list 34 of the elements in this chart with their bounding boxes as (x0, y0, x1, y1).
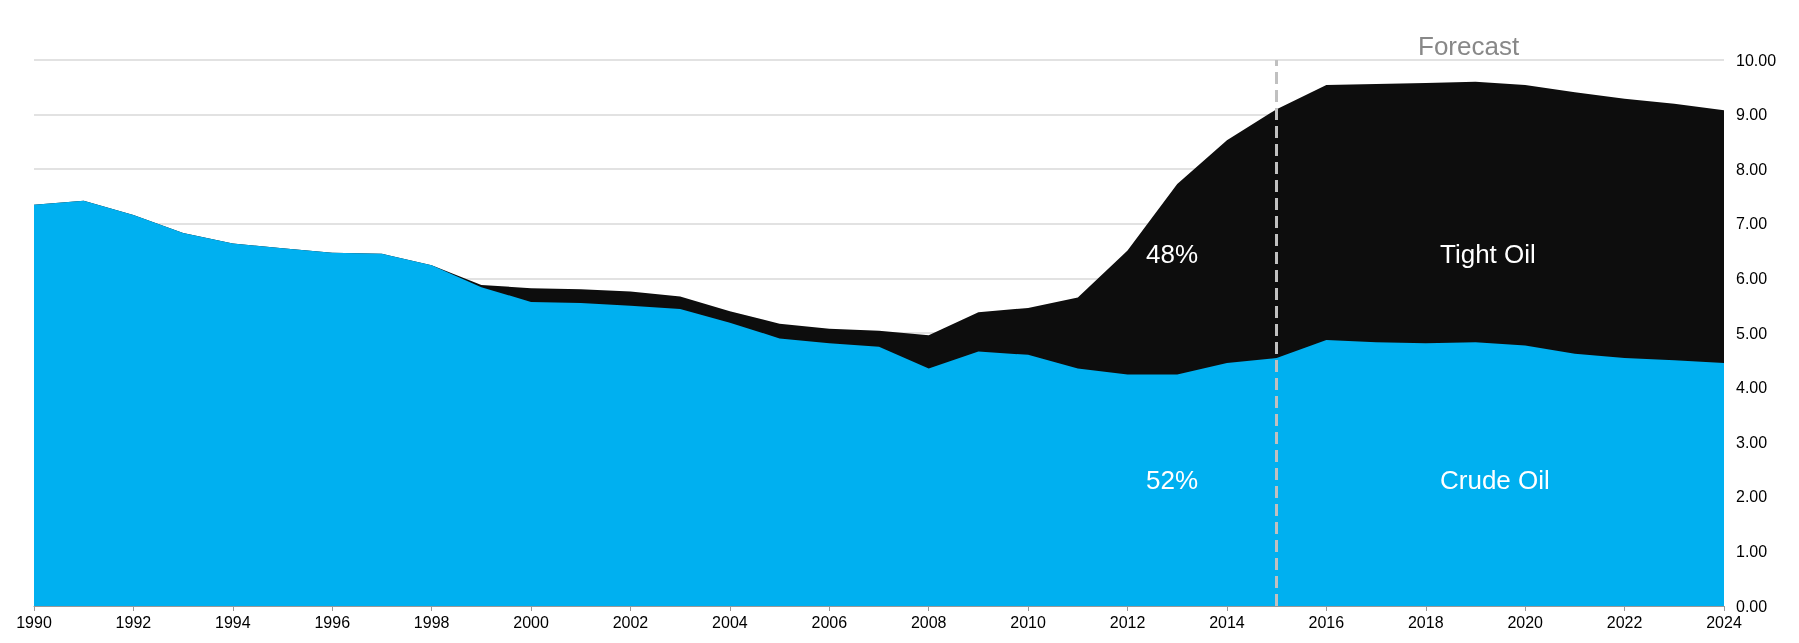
x-tick-label: 2006 (811, 613, 848, 631)
y-tick-label: 1.00 (1736, 542, 1768, 560)
y-tick-label: 2.00 (1736, 488, 1768, 506)
x-tick-label: 2024 (1706, 613, 1742, 631)
y-tick-label: 0.00 (1736, 597, 1768, 615)
x-tick-label: 2014 (1209, 613, 1245, 631)
x-tick-label: 2008 (910, 613, 947, 631)
x-tick-label: 2002 (612, 613, 649, 631)
annotation: 52% (1146, 465, 1199, 495)
annotation: Tight Oil (1440, 239, 1536, 269)
annotation: 48% (1146, 239, 1199, 269)
x-tick-label: 1998 (413, 613, 450, 631)
x-tick-label: 1994 (215, 613, 251, 631)
x-tick-label: 2004 (712, 613, 748, 631)
y-tick-label: 6.00 (1736, 269, 1768, 287)
annotation: Crude Oil (1440, 465, 1550, 495)
y-tick-label: 8.00 (1736, 160, 1768, 178)
y-tick-label: 5.00 (1736, 324, 1768, 342)
x-tick-label: 1990 (16, 613, 52, 631)
y-tick-label: 9.00 (1736, 106, 1768, 124)
y-tick-label: 4.00 (1736, 379, 1768, 397)
y-tick-label: 3.00 (1736, 433, 1768, 451)
x-tick-label: 2020 (1507, 613, 1544, 631)
x-tick-label: 2022 (1606, 613, 1643, 631)
x-tick-label: 1996 (314, 613, 351, 631)
x-tick-label: 2016 (1308, 613, 1345, 631)
annotation: Forecast (1418, 31, 1520, 61)
x-tick-label: 2012 (1109, 613, 1146, 631)
x-tick-label: 2010 (1010, 613, 1047, 631)
x-tick-label: 1992 (115, 613, 152, 631)
x-tick-label: 2000 (513, 613, 549, 631)
y-tick-label: 7.00 (1736, 215, 1768, 233)
x-tick-label: 2018 (1407, 613, 1444, 631)
y-tick-label: 10.00 (1736, 51, 1777, 69)
